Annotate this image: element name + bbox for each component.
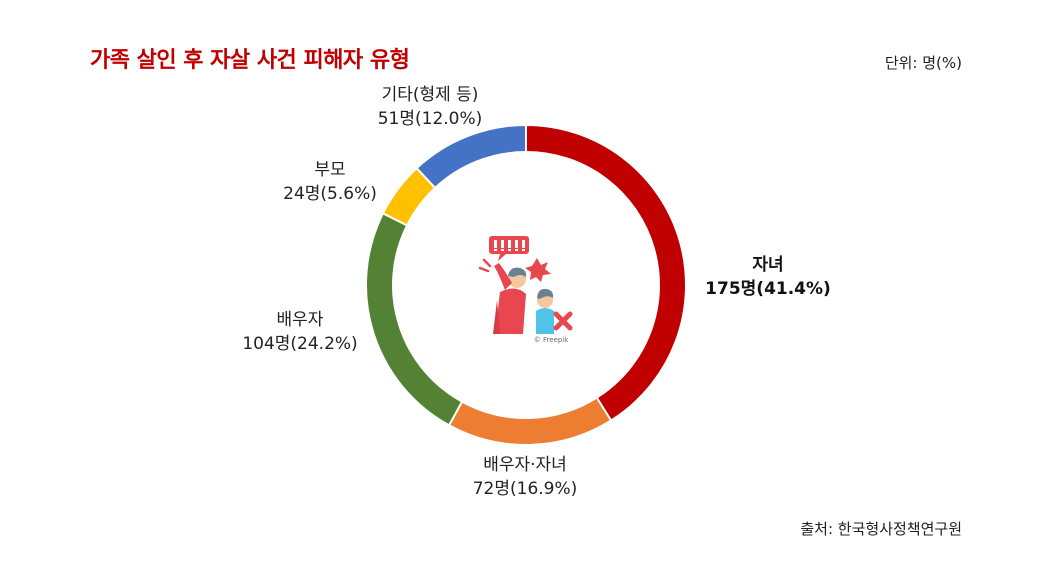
slice-labels: 자녀 175명(41.4%) 배우자·자녀 72명(16.9%) 배우자 104명(24.… xyxy=(242,85,831,499)
slice-label-4: 부모 xyxy=(314,160,345,180)
donut-slice-1 xyxy=(525,123,687,422)
slice-label-2: 배우자·자녀 xyxy=(483,455,567,475)
donut-slices xyxy=(365,123,687,446)
slice-label-3: 배우자 xyxy=(277,310,324,330)
slice-value-1: 175명(41.4%) xyxy=(705,279,831,299)
slice-value-3: 104명(24.2%) xyxy=(242,334,357,354)
slice-value-5: 51명(12.0%) xyxy=(378,109,483,129)
slice-label-5: 기타(형제 등) xyxy=(382,85,479,105)
icon-credit: © Freepik xyxy=(534,336,569,344)
chart-title: 가족 살인 후 자살 사건 피해자 유형 xyxy=(90,48,410,73)
donut-slice-2 xyxy=(447,396,613,446)
source-note: 출처: 한국형사정책연구원 xyxy=(800,520,962,538)
slice-value-4: 24명(5.6%) xyxy=(283,184,377,204)
donut-slice-5 xyxy=(415,123,527,190)
unit-label: 단위: 명(%) xyxy=(884,54,962,72)
family-conflict-icon: © Freepik xyxy=(478,236,573,344)
donut-slice-3 xyxy=(365,211,464,427)
slice-value-2: 72명(16.9%) xyxy=(473,479,578,499)
slice-label-1: 자녀 xyxy=(752,255,783,275)
